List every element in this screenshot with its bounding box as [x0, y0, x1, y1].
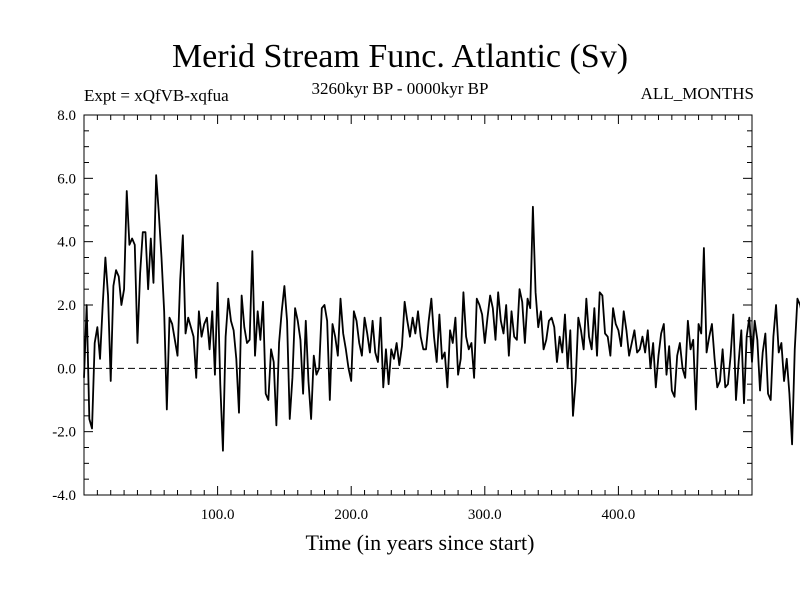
- experiment-label: Expt = xQfVB-xqfua: [84, 86, 229, 105]
- x-tick-label: 100.0: [201, 507, 235, 523]
- y-tick-label: 6.0: [57, 171, 76, 187]
- chart-subtitle: 3260kyr BP - 0000kyr BP: [311, 79, 489, 98]
- x-tick-label: 200.0: [334, 507, 368, 523]
- months-label: ALL_MONTHS: [640, 84, 754, 103]
- series-line-0: [83, 174, 800, 452]
- y-tick-label: 0.0: [57, 361, 76, 377]
- y-tick-label: -4.0: [52, 488, 76, 504]
- x-axis-label: Time (in years since start): [305, 530, 535, 555]
- y-tick-label: 4.0: [57, 235, 76, 251]
- x-tick-label: 300.0: [468, 507, 502, 523]
- x-tick-label: 400.0: [602, 507, 636, 523]
- y-tick-label: -2.0: [52, 425, 76, 441]
- chart-title: Merid Stream Func. Atlantic (Sv): [171, 38, 629, 75]
- y-tick-label: 8.0: [57, 108, 76, 124]
- y-tick-label: 2.0: [57, 298, 76, 314]
